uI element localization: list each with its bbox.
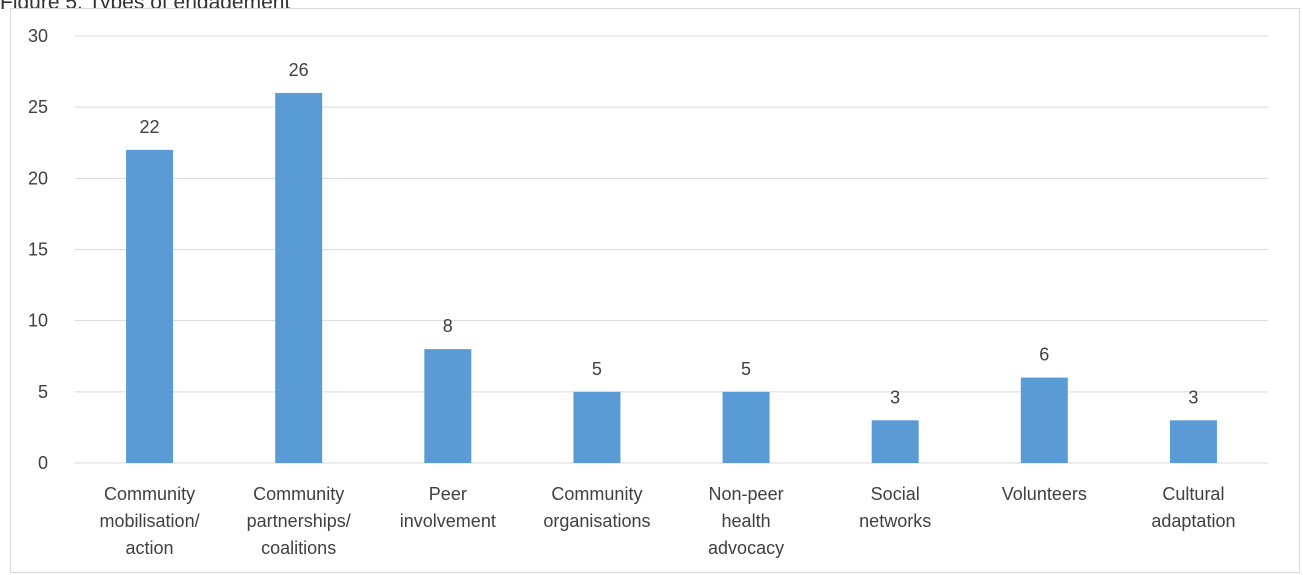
y-tick-label-10: 10	[28, 311, 48, 331]
data-labels: 22 26 8 5 5 3 6 3	[140, 60, 1199, 407]
y-tick-label-15: 15	[28, 240, 48, 260]
bar-6	[871, 420, 919, 463]
y-tick-label-25: 25	[28, 97, 48, 117]
data-label-8: 3	[1188, 387, 1198, 407]
category-label-line: advocacy	[708, 538, 784, 558]
category-label-line: coalitions	[261, 538, 336, 558]
category-labels: Community mobilisation/action Community par…	[100, 484, 1236, 558]
bar-5	[722, 391, 770, 463]
category-label-line: Peer	[429, 484, 467, 504]
bars	[126, 92, 1217, 463]
category-label-line: Volunteers	[1002, 484, 1087, 504]
data-label-4: 5	[592, 359, 602, 379]
category-label-6: Social networks	[859, 484, 931, 531]
bar-3	[424, 349, 472, 463]
bar-2	[275, 92, 323, 463]
y-tick-label-5: 5	[38, 382, 48, 402]
category-label-1: Community mobilisation/action	[100, 484, 200, 558]
category-label-line: Community	[551, 484, 642, 504]
category-label-line: mobilisation/	[100, 511, 200, 531]
bar-4	[573, 391, 621, 463]
category-label-line: Non-peer	[709, 484, 784, 504]
data-label-2: 26	[289, 60, 309, 80]
chart-frame	[10, 8, 1300, 573]
category-label-line: partnerships/	[247, 511, 351, 531]
category-label-4: Community organisations	[543, 484, 650, 531]
category-label-2: Community partnerships/coalitions	[247, 484, 351, 558]
bar-1	[126, 149, 174, 463]
category-label-line: Community	[253, 484, 344, 504]
data-label-3: 8	[443, 316, 453, 336]
bar-7	[1020, 377, 1068, 463]
category-label-line: networks	[859, 511, 931, 531]
gridlines	[75, 35, 1268, 464]
data-label-6: 3	[890, 387, 900, 407]
data-label-7: 6	[1039, 345, 1049, 365]
bar-8	[1169, 420, 1217, 463]
y-tick-label-30: 30	[28, 26, 48, 46]
category-label-line: action	[126, 538, 174, 558]
category-label-5: Non-peer health advocacy	[708, 484, 784, 558]
category-label-line: Social	[871, 484, 920, 504]
category-label-line: health	[722, 511, 771, 531]
y-axis-ticks: 0 5 10 15 20 25 30	[28, 26, 48, 473]
category-label-3: Peer involvement	[400, 484, 496, 531]
y-tick-label-20: 20	[28, 168, 48, 188]
category-label-line: Cultural	[1162, 484, 1224, 504]
category-label-line: organisations	[543, 511, 650, 531]
category-label-line: involvement	[400, 511, 496, 531]
data-label-5: 5	[741, 359, 751, 379]
y-tick-label-0: 0	[38, 453, 48, 473]
category-label-line: Community	[104, 484, 195, 504]
category-label-line: adaptation	[1151, 511, 1235, 531]
data-label-1: 22	[140, 117, 160, 137]
category-label-7: Volunteers	[1002, 484, 1087, 504]
category-label-8: Cultural adaptation	[1151, 484, 1235, 531]
